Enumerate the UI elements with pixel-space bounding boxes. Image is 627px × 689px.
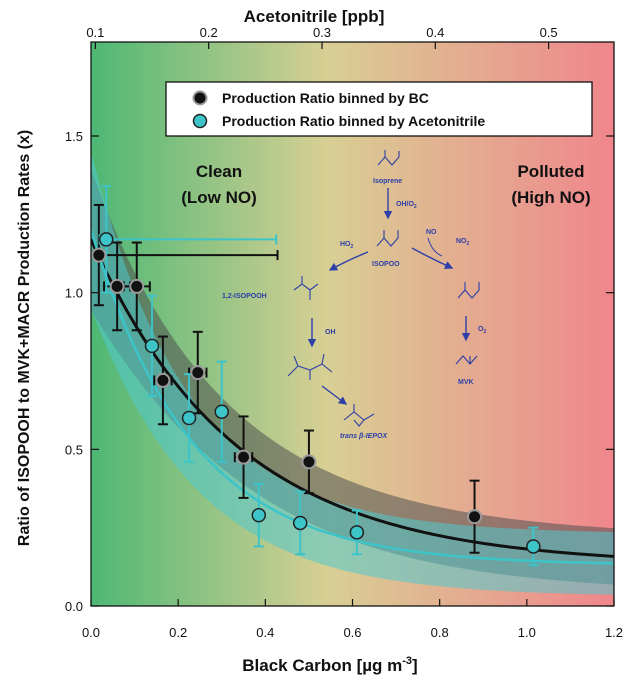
legend-box — [165, 81, 593, 137]
data-point-acetonitrile — [144, 338, 160, 354]
mech-label-o2: O2 — [478, 326, 486, 335]
mech-label-no2: NO2 — [456, 238, 470, 247]
data-point-acetonitrile — [251, 507, 267, 523]
fit-band-acetonitrile — [91, 151, 614, 595]
data-point-bc — [190, 365, 206, 381]
legend-marker-bc — [192, 90, 208, 106]
mech-label-oh-o2: OH/O2 — [396, 201, 417, 210]
top-tick-label: 0.2 — [200, 25, 218, 40]
mech-label-isopoo: ISOPOO — [372, 261, 400, 268]
x-axis-title: Black Carbon [µg m-3] — [242, 655, 417, 675]
top-axis-ticks: 0.1 0.2 0.3 0.4 0.5 — [86, 25, 558, 49]
x-tick-label: 0.6 — [343, 625, 361, 640]
isopoo-structure — [376, 230, 399, 247]
x-tick-label: 0.2 — [169, 625, 187, 640]
iepox-structure — [343, 404, 375, 427]
region-label-clean: Clean — [196, 162, 242, 181]
data-point-acetonitrile — [349, 525, 365, 540]
mech-label-oh: OH — [325, 329, 336, 336]
y-tick-label: 1.5 — [65, 129, 83, 144]
data-point-bc — [91, 247, 107, 263]
y-tick-label: 0.5 — [65, 442, 83, 457]
x-tick-label: 0.8 — [431, 625, 449, 640]
region-label-clean-sub: (Low NO) — [181, 188, 257, 207]
data-point-acetonitrile — [181, 410, 197, 426]
top-tick-label: 0.3 — [313, 25, 331, 40]
mech-arrow-ho2 — [328, 251, 369, 271]
y-tick-label: 0.0 — [65, 599, 83, 614]
data-point-acetonitrile — [292, 515, 308, 531]
legend-label-bc: Production Ratio binned by BC — [222, 90, 429, 106]
legend-label-acetonitrile: Production Ratio binned by Acetonitrile — [222, 113, 485, 129]
x-tick-label: 0.0 — [82, 625, 100, 640]
mech-label-iepox: trans β-IEPOX — [340, 433, 388, 440]
isoprene-mechanism-diagram: Isoprene OH/O2 ISOPOO HO2 NO NO2 1,2-ISO… — [222, 150, 486, 440]
data-point-bc — [236, 449, 252, 465]
data-point-acetonitrile — [99, 232, 114, 247]
fit-line-acetonitrile — [91, 229, 614, 565]
mech-label-ho2: HO2 — [340, 241, 354, 250]
mech-label-mvk: MVK — [458, 379, 474, 386]
alkoxy-structure — [457, 282, 480, 299]
x2-axis-title: Acetonitrile [ppb] — [244, 7, 385, 26]
region-label-polluted: Polluted — [517, 162, 584, 181]
mech-label-isoprene: Isoprene — [373, 178, 402, 185]
mech-label-isopooh: 1,2-ISOPOOH — [222, 293, 267, 300]
mech-arrow-iepox — [321, 385, 348, 405]
data-point-bc — [109, 278, 125, 294]
y-axis-ticks: 0.0 0.5 1.0 1.5 — [65, 129, 614, 614]
data-point-bc — [467, 509, 483, 525]
isoprene-structure — [377, 150, 400, 166]
x-tick-label: 0.4 — [256, 625, 274, 640]
isopooh-structure — [293, 276, 319, 300]
data-point-acetonitrile — [526, 539, 541, 554]
data-point-bc — [155, 372, 171, 388]
top-tick-label: 0.4 — [426, 25, 444, 40]
region-label-polluted-sub: (High NO) — [511, 188, 590, 207]
top-tick-label: 0.5 — [540, 25, 558, 40]
data-points — [91, 232, 541, 554]
mech-label-no: NO — [426, 229, 437, 236]
y-tick-label: 1.0 — [65, 286, 83, 301]
x-axis-ticks: 0.0 0.2 0.4 0.6 0.8 1.0 1.2 — [82, 599, 623, 640]
data-point-acetonitrile — [214, 404, 229, 419]
x-tick-label: 1.0 — [518, 625, 536, 640]
mvk-structure — [455, 355, 478, 365]
x-tick-label: 1.2 — [605, 625, 623, 640]
top-tick-label: 0.1 — [86, 25, 104, 40]
dihydroxy-structure — [287, 353, 333, 380]
no-side-arrow — [427, 237, 443, 257]
legend-marker-acetonitrile — [192, 113, 208, 129]
legend: Production Ratio binned by BC Production… — [165, 81, 593, 137]
data-point-bc — [129, 278, 145, 294]
mech-arrow-no — [411, 247, 454, 269]
data-point-bc — [301, 454, 317, 470]
y-axis-title: Ratio of ISOPOOH to MVK+MACR Production … — [16, 130, 33, 546]
